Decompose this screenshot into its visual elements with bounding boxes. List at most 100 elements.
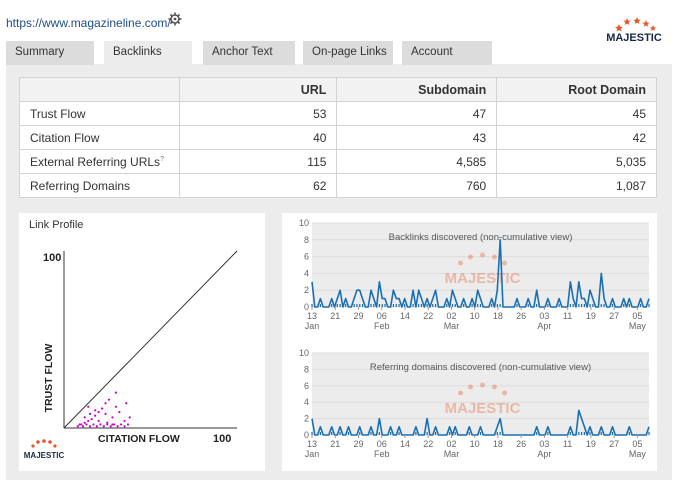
volume-bar: [384, 304, 386, 307]
scatter-point: [113, 423, 116, 426]
row-label: Citation Flow: [19, 125, 180, 150]
volume-bar: [463, 304, 465, 307]
y-tick-label: 8: [304, 364, 309, 374]
column-header-root-domain: Root Domain: [496, 77, 657, 102]
volume-bar: [454, 432, 456, 435]
volume-bar: [331, 432, 333, 435]
top-bar: https://www.magazineline.com/ MAJESTIC: [0, 0, 680, 44]
volume-bar: [390, 432, 392, 435]
volume-bar: [547, 432, 549, 435]
tab-on-page-links[interactable]: On-page Links: [303, 41, 393, 65]
x-tick-month: Jan: [305, 321, 320, 331]
volume-bar: [347, 432, 350, 435]
volume-bar: [434, 304, 437, 307]
scatter-point: [92, 423, 95, 426]
cell-root-domain: 42: [496, 125, 657, 150]
volume-bar: [395, 304, 397, 307]
volume-bar: [361, 304, 364, 307]
discovery-charts-card: 0 2 4 6 8 10 MAJESTIC Backlinks discovered (non…: [282, 213, 657, 471]
volume-bar: [398, 432, 400, 435]
x-tick-month: May: [629, 449, 647, 459]
x-tick-day: 02: [446, 311, 456, 321]
x-tick-day: 13: [307, 311, 317, 321]
volume-bar: [547, 304, 549, 307]
y-axis-label: TRUST FLOW: [43, 344, 55, 413]
site-url-link[interactable]: https://www.magazineline.com/: [6, 16, 171, 30]
volume-bar: [359, 304, 361, 307]
y-tick-label: 6: [304, 381, 309, 391]
tab-account[interactable]: Account: [402, 41, 492, 65]
x-tick-day: 29: [353, 311, 363, 321]
x-tick-month: Mar: [444, 449, 460, 459]
scatter-point: [90, 418, 93, 421]
volume-bar: [370, 432, 372, 435]
volume-bar: [339, 432, 341, 435]
chart-title: Referring domains discovered (non-cumula…: [370, 362, 591, 373]
diagonal-line: [63, 250, 238, 429]
row-label: Trust Flow: [19, 101, 180, 126]
metrics-table: URL Subdomain Root Domain Trust Flow 53 …: [19, 77, 657, 198]
scatter-point: [125, 402, 128, 405]
x-axis-label: CITATION FLOW: [98, 433, 180, 445]
x-tick-day: 02: [446, 439, 456, 449]
volume-bar: [583, 304, 586, 307]
y-tick-label: 0: [304, 302, 309, 312]
volume-bar: [603, 304, 605, 307]
link-profile-points: [76, 391, 131, 428]
scatter-point: [97, 410, 100, 414]
volume-bar: [583, 432, 586, 435]
volume-bar: [418, 304, 420, 307]
volume-bar: [412, 304, 414, 307]
scatter-point: [123, 425, 126, 428]
y-tick-label: 0: [304, 430, 309, 440]
x-tick-day: 22: [423, 439, 433, 449]
volume-bar: [415, 432, 417, 435]
volume-bar: [311, 304, 313, 307]
x-tick-day: 29: [353, 439, 363, 449]
volume-bar: [479, 432, 482, 435]
x-tick-day: 14: [400, 439, 410, 449]
volume-bar: [336, 304, 338, 307]
volume-bar: [420, 304, 423, 307]
series-line: [311, 409, 650, 436]
table-row: Referring Domains 62 760 1,087: [19, 173, 657, 198]
tab-backlinks[interactable]: Backlinks: [104, 41, 192, 67]
scatter-point: [109, 425, 112, 428]
watermark-text: MAJESTIC: [445, 270, 521, 287]
tab-summary[interactable]: Summary: [6, 41, 94, 65]
scatter-point: [106, 421, 109, 424]
volume-bar: [496, 432, 498, 435]
cell-root-domain: 5,035: [496, 149, 657, 174]
volume-bar: [496, 304, 498, 307]
table-row: External Referring URLs? 115 4,585 5,035: [19, 149, 657, 174]
cell-url: 115: [178, 149, 338, 174]
y-tick-label: 2: [304, 414, 309, 424]
volume-bar: [581, 432, 583, 435]
x-tick-day: 13: [307, 439, 317, 449]
link-profile-title: Link Profile: [29, 219, 84, 231]
x-tick-month: Feb: [374, 321, 390, 331]
x-tick-day: 27: [609, 311, 619, 321]
scatter-point: [126, 423, 130, 426]
watermark-text: MAJESTIC: [445, 400, 521, 417]
gear-icon[interactable]: [168, 12, 182, 26]
volume-bar: [600, 432, 602, 435]
tab-anchor-text[interactable]: Anchor Text: [203, 41, 295, 65]
volume-bar: [370, 304, 372, 307]
x-tick-day: 11: [563, 439, 572, 449]
majestic-logo: MAJESTIC: [606, 17, 662, 44]
scatter-point: [83, 421, 86, 424]
y-tick-label: 8: [304, 235, 309, 245]
scatter-point: [118, 410, 121, 414]
x-tick-day: 19: [586, 311, 596, 321]
cell-subdomain: 47: [336, 101, 498, 126]
x-tick-day: 26: [516, 311, 526, 321]
volume-bar: [592, 304, 594, 307]
scatter-point: [94, 414, 97, 417]
scatter-point: [111, 416, 114, 419]
help-icon[interactable]: ?: [160, 155, 164, 163]
cell-subdomain: 4,585: [336, 149, 498, 174]
volume-bar: [378, 304, 380, 307]
volume-bar: [623, 304, 625, 307]
volume-bar: [536, 304, 538, 307]
